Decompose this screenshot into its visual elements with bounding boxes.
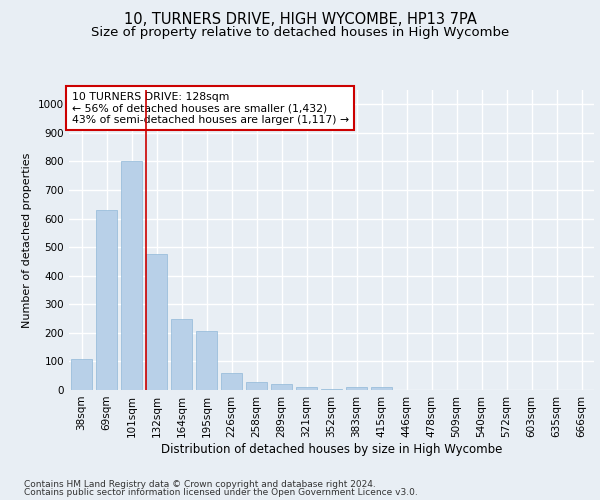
Bar (146, 254, 167, 390)
Bar (196, 332, 217, 390)
Text: Size of property relative to detached houses in High Wycombe: Size of property relative to detached ho… (91, 26, 509, 39)
Text: Contains public sector information licensed under the Open Government Licence v3: Contains public sector information licen… (24, 488, 418, 497)
Bar (96, 210, 117, 390)
Bar (271, 384, 292, 390)
Text: 10, TURNERS DRIVE, HIGH WYCOMBE, HP13 7PA: 10, TURNERS DRIVE, HIGH WYCOMBE, HP13 7P… (124, 12, 476, 28)
Bar (371, 387, 392, 390)
Bar (121, 162, 142, 390)
Y-axis label: Number of detached properties: Number of detached properties (22, 152, 32, 328)
Bar (221, 373, 242, 390)
Bar (246, 382, 267, 390)
X-axis label: Distribution of detached houses by size in High Wycombe: Distribution of detached houses by size … (161, 442, 502, 456)
Bar (171, 318, 192, 390)
Bar (346, 387, 367, 390)
Text: Contains HM Land Registry data © Crown copyright and database right 2024.: Contains HM Land Registry data © Crown c… (24, 480, 376, 489)
Bar (321, 388, 342, 390)
Bar (296, 386, 317, 390)
Bar (71, 358, 92, 390)
Text: 10 TURNERS DRIVE: 128sqm
← 56% of detached houses are smaller (1,432)
43% of sem: 10 TURNERS DRIVE: 128sqm ← 56% of detach… (71, 92, 349, 124)
